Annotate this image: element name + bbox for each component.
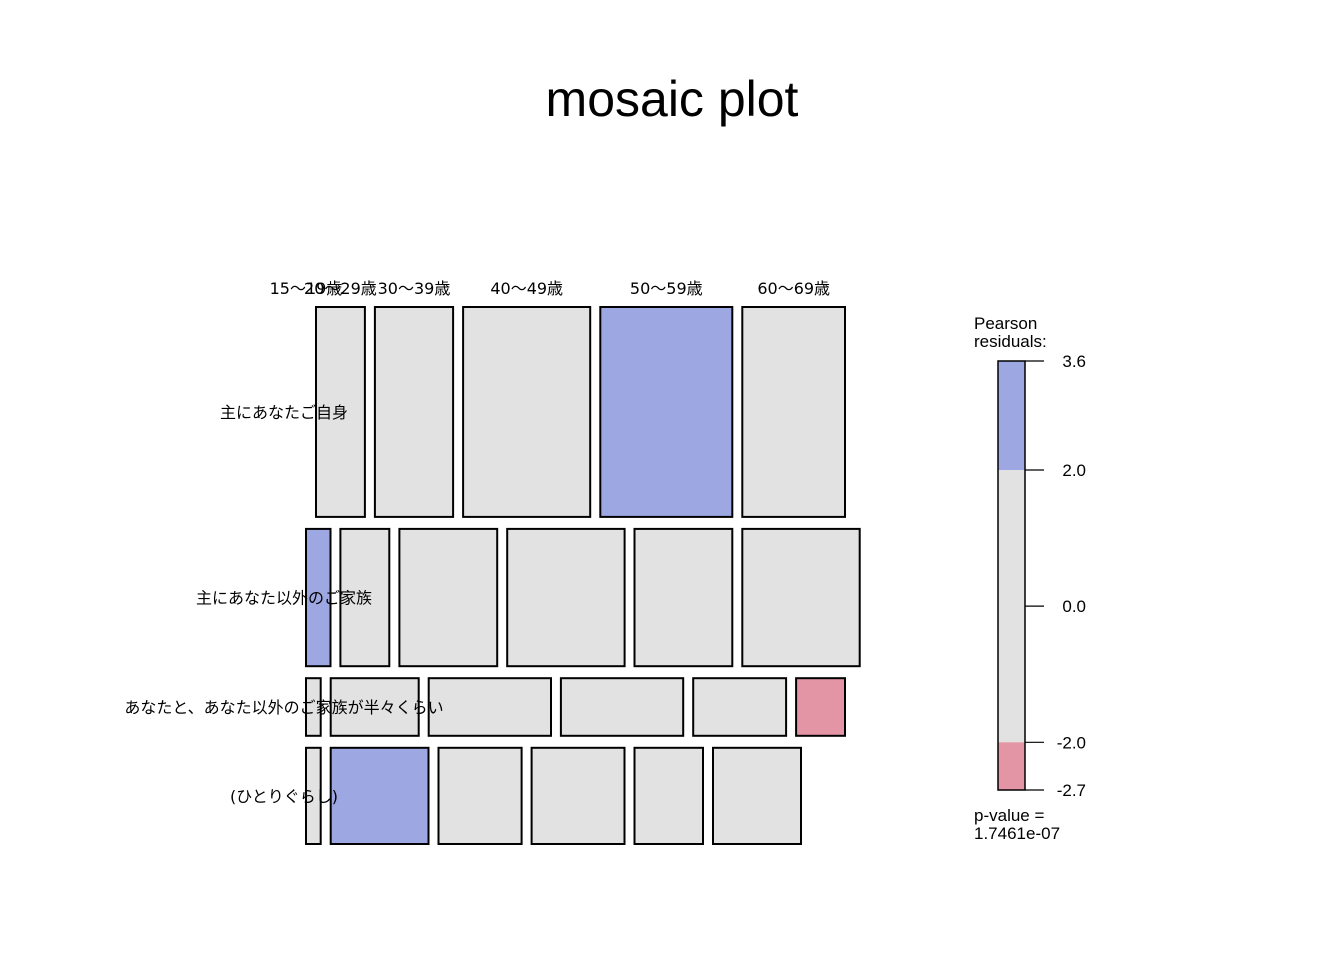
legend-tick-label-4: -2.0	[1057, 733, 1086, 752]
tile-r3-c3	[427, 677, 553, 737]
legend-tick-label-2: 2.0	[1062, 461, 1086, 480]
legend-ticks: 3.6 2.0 0.0 -2.0 -2.7	[1025, 352, 1086, 800]
legend-pvalue-line2: 1.7461e-07	[974, 824, 1060, 843]
row-label-4: (ひとりぐらし)	[230, 787, 338, 806]
tile-r1-c2	[315, 306, 366, 518]
row-label-1: 主にあなたご自身	[220, 403, 348, 422]
tile-r3-c5	[692, 677, 788, 737]
column-label-2: 20〜29歳	[304, 279, 377, 298]
legend-segment-3	[998, 742, 1025, 790]
tile-r2-c6	[741, 527, 861, 668]
legend-color-bar	[997, 360, 1026, 791]
legend-pvalue-line1: p-value =	[974, 806, 1044, 825]
tile-r3-c1	[305, 677, 322, 737]
row-label-2: 主にあなた以外のご家族	[196, 589, 372, 608]
legend-title-line1: Pearson	[974, 314, 1037, 333]
tile-r2-c3	[398, 527, 499, 668]
tile-r1-c6	[741, 306, 846, 518]
tile-r2-c2	[339, 527, 391, 668]
tile-r4-c1	[305, 746, 322, 845]
legend: Pearson residuals: 3.6 2.0 0.0 -2.0 -2.7 p-v…	[974, 314, 1086, 843]
column-label-4: 40〜49歳	[490, 279, 563, 298]
column-label-1: 15〜19歳	[270, 279, 343, 298]
tile-r3-c4	[559, 677, 685, 737]
legend-segment-2	[998, 470, 1025, 743]
tile-r1-c5	[599, 306, 734, 518]
legend-tick-label-3: 0.0	[1062, 597, 1086, 616]
column-label-6: 60〜69歳	[757, 279, 830, 298]
tile-r4-c5	[633, 746, 704, 845]
tiles-group	[305, 306, 861, 845]
column-label-3: 30〜39歳	[378, 279, 451, 298]
tile-r4-c3	[437, 746, 523, 845]
row-label-3: あなたと、あなた以外のご家族が半々くらい	[124, 698, 443, 717]
legend-frame	[997, 360, 1026, 791]
tile-r2-c5	[633, 527, 734, 668]
tile-r1-c4	[462, 306, 592, 518]
legend-tick-label-5: -2.7	[1057, 781, 1086, 800]
chart-title: mosaic plot	[546, 71, 799, 127]
legend-title-line2: residuals:	[974, 332, 1047, 351]
tile-r2-c4	[506, 527, 626, 668]
tile-r3-c6	[795, 677, 846, 737]
tile-r1-c3	[373, 306, 455, 518]
tile-r4-c6	[712, 746, 802, 845]
tile-r3-c2	[329, 677, 420, 737]
legend-segment-1	[998, 361, 1025, 470]
tile-r4-c4	[530, 746, 626, 845]
tile-r2-c1	[305, 527, 332, 668]
tile-r4-c2	[329, 746, 430, 845]
column-label-5: 50〜59歳	[630, 279, 703, 298]
legend-tick-label-1: 3.6	[1062, 352, 1086, 371]
